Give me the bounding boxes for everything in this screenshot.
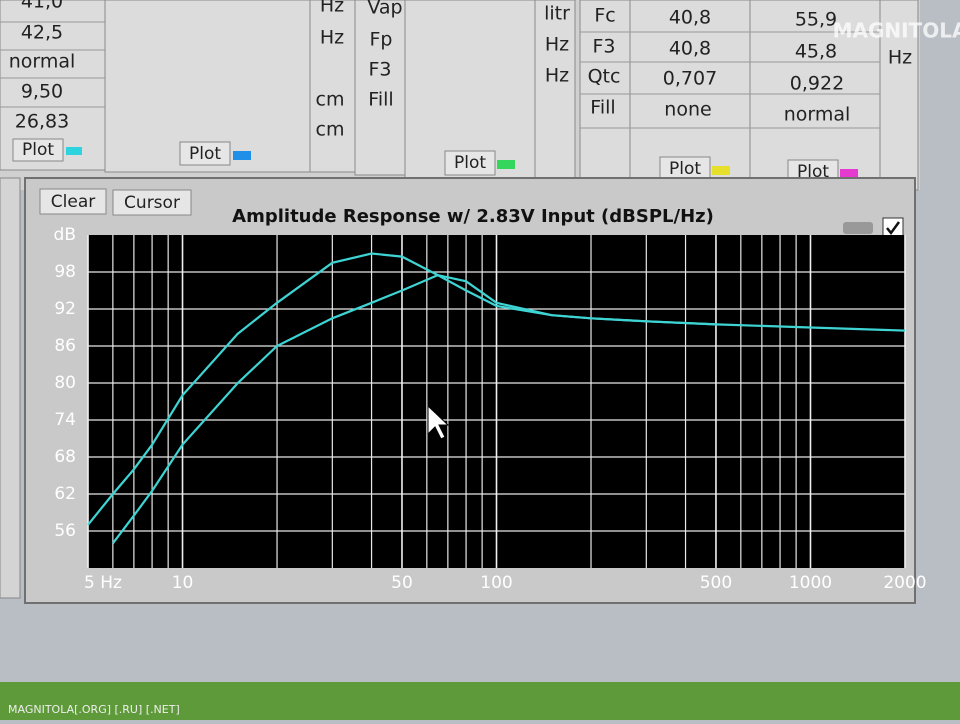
checkmark <box>886 221 901 236</box>
form-label: F3 <box>592 36 615 58</box>
form-unit: Hz <box>545 34 569 56</box>
form-unit: litr <box>544 3 570 25</box>
y-tick-label: 80 <box>54 373 76 393</box>
form-value: 40,8 <box>669 7 711 29</box>
form-grid <box>0 0 919 191</box>
cursor-button[interactable]: Cursor <box>124 193 180 213</box>
y-tick-label: 98 <box>54 262 76 282</box>
desktop-strip <box>0 682 960 720</box>
side-panel <box>0 177 21 599</box>
chart-title: Amplitude Response w/ 2.83V Input (dBSPL… <box>232 206 714 227</box>
form-label: F3 <box>368 59 391 81</box>
y-axis-label: dB <box>54 225 76 245</box>
form-label: Fill <box>590 97 615 119</box>
car-icon[interactable] <box>843 222 873 234</box>
plot-button[interactable]: Plot <box>669 159 701 179</box>
x-tick-label: 10 <box>172 573 194 593</box>
y-tick-label: 92 <box>54 299 76 319</box>
y-tick-label: 62 <box>54 484 76 504</box>
watermark: MAGNITOLA <box>833 19 960 43</box>
form-value: 40,8 <box>669 38 711 60</box>
form-label: Vap <box>367 0 402 19</box>
form-value: 41,0 <box>21 0 63 13</box>
form-label: Fill <box>368 89 393 111</box>
clear-button-box <box>39 188 107 215</box>
cursor-button-box <box>112 189 192 216</box>
x-tick-label: 1000 <box>789 573 832 593</box>
y-tick-label: 74 <box>54 410 76 430</box>
form-label: Qtc <box>588 66 621 88</box>
x-tick-label: 50 <box>391 573 413 593</box>
footer-watermark: MAGNITOLA[.ORG] [.RU] [.NET] <box>8 703 180 716</box>
x-tick-label: 100 <box>480 573 512 593</box>
form-value: none <box>664 99 711 121</box>
clear-button[interactable]: Clear <box>51 192 95 212</box>
plot-button[interactable]: Plot <box>189 144 221 164</box>
form-unit: Hz <box>320 27 344 49</box>
y-tick-label: 56 <box>54 521 76 541</box>
form-value: normal <box>9 51 76 73</box>
form-value: 42,5 <box>21 22 63 44</box>
form-value: 9,50 <box>21 81 63 103</box>
response-curve <box>112 273 717 544</box>
plot-button[interactable]: Plot <box>22 140 54 160</box>
x-tick-label: 5 Hz <box>84 573 122 593</box>
form-value: 55,9 <box>795 9 837 31</box>
form-unit: Hz <box>545 65 569 87</box>
form-value: 26,83 <box>15 111 69 133</box>
plot-button[interactable]: Plot <box>454 153 486 173</box>
mouse-cursor <box>427 404 450 440</box>
form-unit: Hz <box>320 0 344 17</box>
form-value: 45,8 <box>795 41 837 63</box>
form-label: Fp <box>370 29 393 51</box>
form-unit: cm <box>316 119 345 141</box>
form-unit: cm <box>316 89 345 111</box>
form-label: Fc <box>594 5 615 27</box>
x-tick-label: 2000 <box>883 573 926 593</box>
y-tick-label: 68 <box>54 447 76 467</box>
x-tick-label: 500 <box>700 573 732 593</box>
form-value: 0,922 <box>790 73 844 95</box>
form-value: 0,707 <box>663 68 717 90</box>
y-tick-label: 86 <box>54 336 76 356</box>
form-unit: Hz <box>888 47 912 69</box>
plot-buttons: Plot Plot Plot Plot Plot <box>12 138 858 186</box>
form-value: normal <box>784 104 851 126</box>
